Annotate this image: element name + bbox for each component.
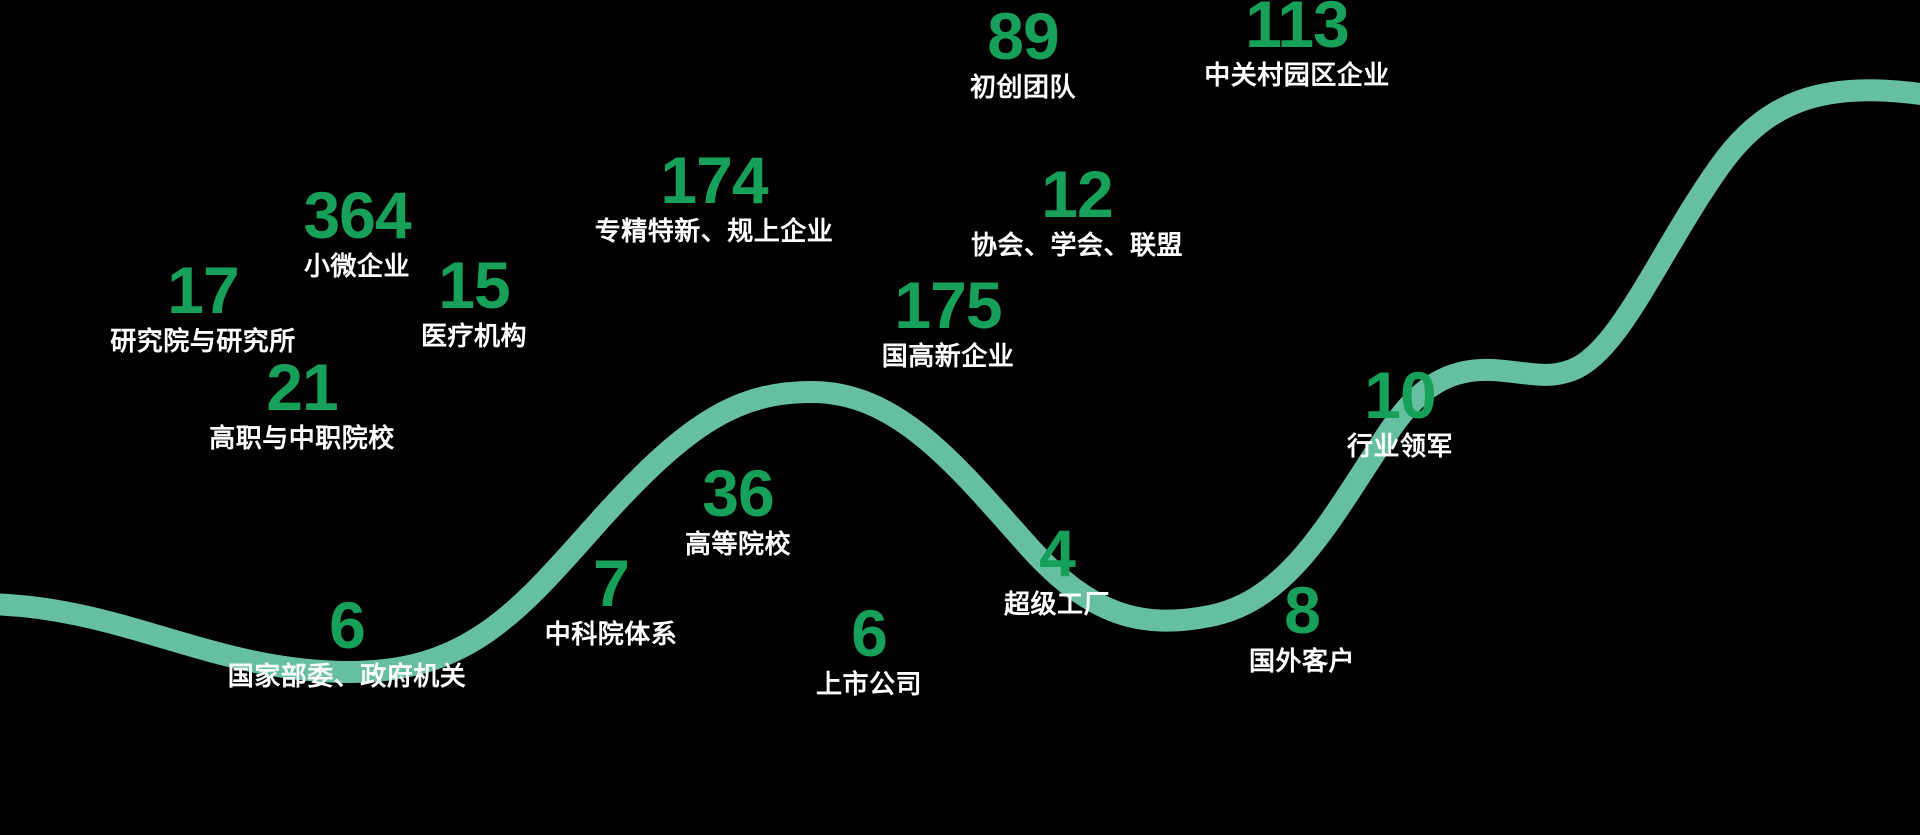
stat-callout-industry-leaders: 10 行业领军 <box>1346 358 1454 461</box>
stat-label-super-factories: 超级工厂 <box>1003 588 1111 619</box>
stat-label-research-institutes: 研究院与研究所 <box>110 325 296 356</box>
stat-label-government-ministries: 国家部委、政府机关 <box>227 660 467 691</box>
stat-callout-national-high-tech-enterprises: 175 国高新企业 <box>881 268 1015 371</box>
stat-label-associations-societies-alliances: 协会、学会、联盟 <box>970 229 1184 260</box>
stat-value-listed-companies: 6 <box>851 596 888 670</box>
stat-value-higher-education-institutions: 36 <box>702 456 774 530</box>
stat-callout-government-ministries: 6 国家部委、政府机关 <box>227 588 467 691</box>
stat-value-national-high-tech-enterprises: 175 <box>894 268 1002 342</box>
stat-label-industry-leaders: 行业领军 <box>1346 430 1454 461</box>
stat-callout-zhongguancun-park-enterprises: 113 中关村园区企业 <box>1204 0 1390 89</box>
stat-callout-listed-companies: 6 上市公司 <box>815 596 923 699</box>
stat-label-cas-system: 中科院体系 <box>544 618 678 649</box>
stat-label-listed-companies: 上市公司 <box>815 668 923 699</box>
stat-value-zhongguancun-park-enterprises: 113 <box>1245 0 1349 61</box>
stat-label-zhongguancun-park-enterprises: 中关村园区企业 <box>1204 59 1390 90</box>
stat-value-cas-system: 7 <box>593 546 630 620</box>
stat-callout-research-institutes: 17 研究院与研究所 <box>110 253 296 356</box>
stat-label-vocational-colleges: 高职与中职院校 <box>209 422 395 453</box>
stat-label-micro-small-enterprises: 小微企业 <box>303 250 410 281</box>
stat-callout-medical-institutions: 15 医疗机构 <box>420 248 528 351</box>
stat-callout-cas-system: 7 中科院体系 <box>544 546 678 649</box>
stat-value-specialized-new-enterprises: 174 <box>660 143 768 217</box>
stat-callout-vocational-colleges: 21 高职与中职院校 <box>209 350 395 453</box>
stat-callout-startup-teams: 89 初创团队 <box>969 0 1077 102</box>
stat-callout-specialized-new-enterprises: 174 专精特新、规上企业 <box>594 143 834 246</box>
stat-value-associations-societies-alliances: 12 <box>1041 157 1113 231</box>
stat-value-industry-leaders: 10 <box>1364 358 1436 432</box>
stat-value-super-factories: 4 <box>1039 516 1076 590</box>
stat-value-medical-institutions: 15 <box>438 248 510 322</box>
stat-value-government-ministries: 6 <box>329 588 366 662</box>
stat-callout-micro-small-enterprises: 364 小微企业 <box>303 178 411 281</box>
stat-value-vocational-colleges: 21 <box>266 350 338 424</box>
stat-value-overseas-clients: 8 <box>1284 573 1321 647</box>
stat-callout-higher-education-institutions: 36 高等院校 <box>684 456 792 559</box>
stat-label-overseas-clients: 国外客户 <box>1248 645 1356 676</box>
stat-callout-associations-societies-alliances: 12 协会、学会、联盟 <box>970 157 1184 260</box>
stat-callout-super-factories: 4 超级工厂 <box>1003 516 1111 619</box>
stat-label-medical-institutions: 医疗机构 <box>420 320 528 351</box>
stat-value-startup-teams: 89 <box>987 0 1059 73</box>
stat-callout-overseas-clients: 8 国外客户 <box>1248 573 1356 676</box>
stat-label-specialized-new-enterprises: 专精特新、规上企业 <box>594 215 834 246</box>
stat-label-national-high-tech-enterprises: 国高新企业 <box>881 340 1015 371</box>
stat-label-higher-education-institutions: 高等院校 <box>684 528 792 559</box>
stat-label-startup-teams: 初创团队 <box>969 71 1077 102</box>
stat-value-research-institutes: 17 <box>167 253 239 327</box>
stat-value-micro-small-enterprises: 364 <box>303 178 411 252</box>
